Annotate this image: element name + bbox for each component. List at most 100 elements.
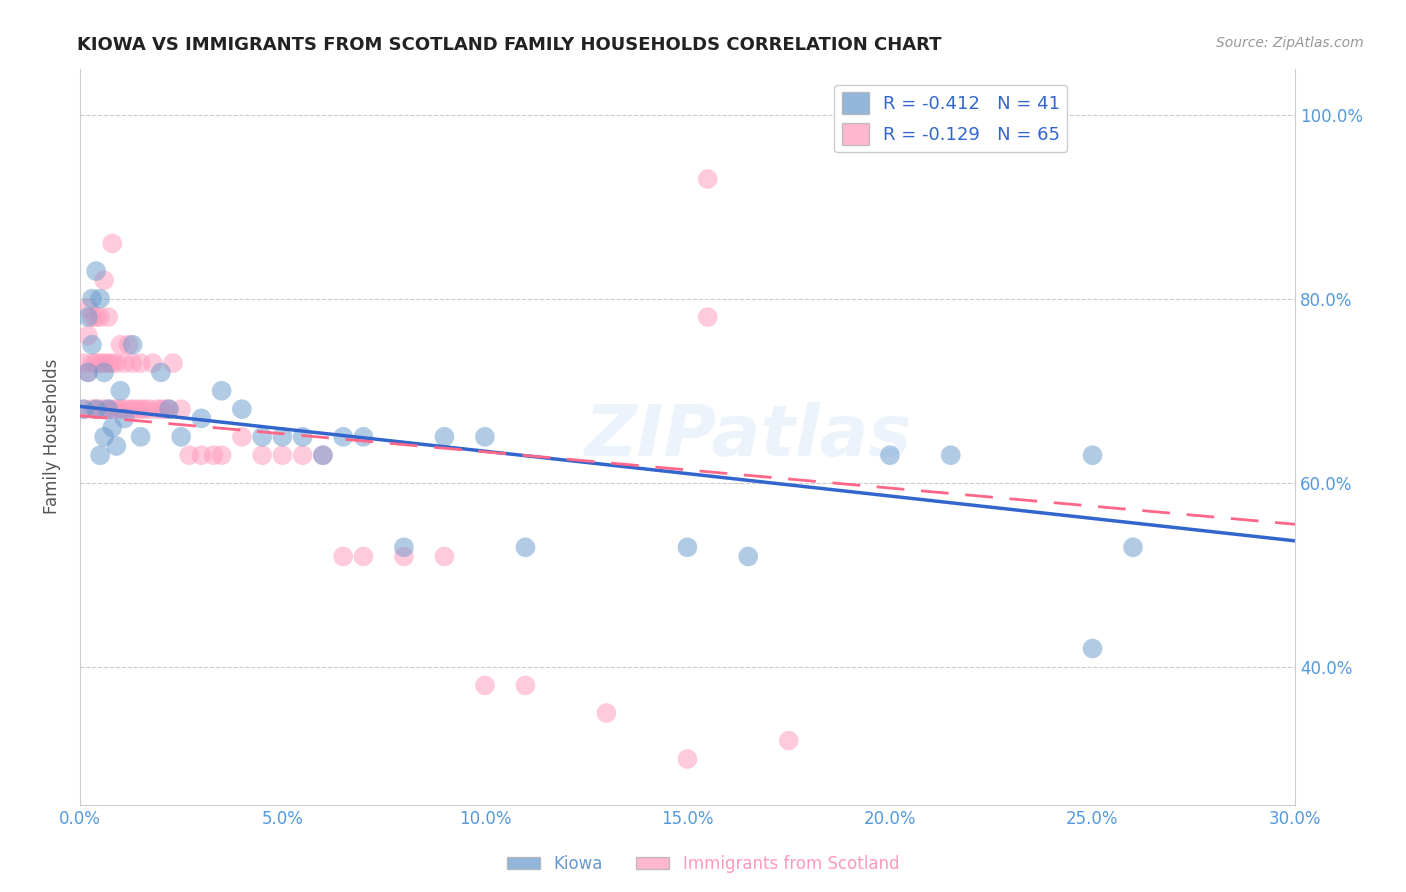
Point [80, 337, 103, 351]
Point [105, 439, 128, 453]
Point [515, 541, 537, 555]
Point [392, 549, 415, 564]
Point [97, 402, 120, 417]
Point [737, 549, 759, 564]
Point [80, 356, 103, 370]
Point [170, 430, 193, 444]
Point [84, 402, 107, 417]
Point [105, 356, 128, 370]
Point [89, 310, 111, 325]
Point [93, 356, 115, 370]
Point [129, 430, 152, 444]
Point [110, 402, 132, 417]
Point [89, 356, 111, 370]
Point [157, 402, 180, 417]
Point [312, 448, 335, 462]
Point [112, 411, 135, 425]
Text: ZIPatlas: ZIPatlas [585, 402, 912, 471]
Point [211, 384, 233, 398]
Point [101, 236, 124, 251]
Point [84, 356, 107, 370]
Point [271, 448, 294, 462]
Point [231, 402, 253, 417]
Point [112, 356, 135, 370]
Point [1081, 641, 1104, 656]
Point [474, 430, 496, 444]
Point [157, 402, 180, 417]
Point [117, 402, 139, 417]
Point [105, 402, 128, 417]
Point [77, 301, 100, 315]
Point [121, 402, 143, 417]
Point [84, 310, 107, 325]
Point [939, 448, 962, 462]
Point [129, 402, 152, 417]
Point [250, 430, 273, 444]
Point [73, 356, 96, 370]
Point [117, 337, 139, 351]
Text: KIOWA VS IMMIGRANTS FROM SCOTLAND FAMILY HOUSEHOLDS CORRELATION CHART: KIOWA VS IMMIGRANTS FROM SCOTLAND FAMILY… [77, 36, 942, 54]
Point [595, 706, 617, 720]
Point [77, 365, 100, 379]
Point [179, 448, 201, 462]
Point [312, 448, 335, 462]
Point [291, 430, 314, 444]
Y-axis label: Family Households: Family Households [44, 359, 60, 515]
Point [211, 448, 233, 462]
Point [93, 430, 115, 444]
Point [162, 356, 184, 370]
Point [80, 402, 103, 417]
Point [149, 365, 172, 379]
Point [121, 337, 143, 351]
Point [778, 733, 800, 747]
Point [515, 678, 537, 692]
Point [138, 402, 160, 417]
Point [93, 365, 115, 379]
Point [202, 448, 225, 462]
Point [84, 402, 107, 417]
Point [352, 549, 374, 564]
Point [392, 541, 415, 555]
Point [121, 356, 143, 370]
Point [89, 448, 111, 462]
Point [474, 678, 496, 692]
Point [84, 264, 107, 278]
Point [77, 365, 100, 379]
Point [97, 402, 120, 417]
Point [1122, 541, 1144, 555]
Point [89, 402, 111, 417]
Point [97, 356, 120, 370]
Point [142, 356, 165, 370]
Point [93, 273, 115, 287]
Point [676, 541, 699, 555]
Point [170, 402, 193, 417]
Point [73, 402, 96, 417]
Point [73, 402, 96, 417]
Point [101, 420, 124, 434]
Point [110, 337, 132, 351]
Point [80, 292, 103, 306]
Point [93, 402, 115, 417]
Point [332, 549, 354, 564]
Point [80, 310, 103, 325]
Point [190, 411, 212, 425]
Point [271, 430, 294, 444]
Point [146, 402, 169, 417]
Point [149, 402, 172, 417]
Point [696, 172, 718, 186]
Point [77, 328, 100, 343]
Point [433, 549, 456, 564]
Point [190, 448, 212, 462]
Point [110, 384, 132, 398]
Point [250, 448, 273, 462]
Point [696, 310, 718, 325]
Point [231, 430, 253, 444]
Point [101, 402, 124, 417]
Point [153, 402, 176, 417]
Text: Source: ZipAtlas.com: Source: ZipAtlas.com [1216, 36, 1364, 50]
Point [433, 430, 456, 444]
Point [97, 310, 120, 325]
Point [129, 356, 152, 370]
Point [332, 430, 354, 444]
Point [125, 402, 148, 417]
